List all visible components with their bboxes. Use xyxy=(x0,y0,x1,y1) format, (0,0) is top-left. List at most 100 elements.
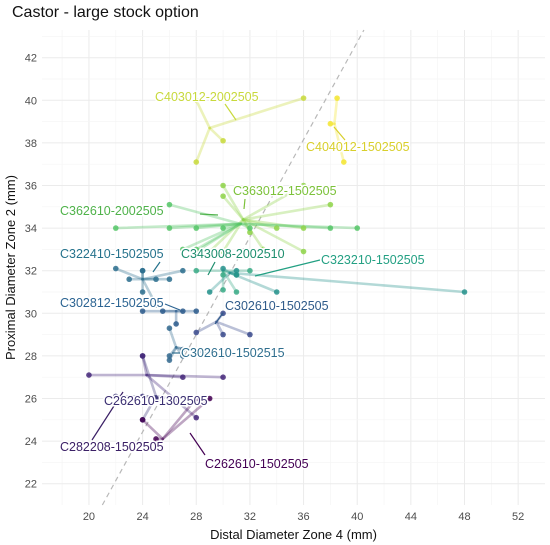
connector-line xyxy=(241,203,332,221)
data-point xyxy=(166,201,173,208)
connector-line xyxy=(161,397,211,441)
connector-line xyxy=(208,218,245,253)
data-point xyxy=(166,353,173,359)
data-point xyxy=(341,159,347,165)
y-tick-label: 28 xyxy=(25,351,37,363)
data-point xyxy=(220,193,226,199)
connector-line xyxy=(141,395,158,422)
data-point xyxy=(233,272,240,278)
connector-line xyxy=(208,96,305,130)
connector-line xyxy=(221,194,245,221)
label-leader xyxy=(214,312,224,325)
data-point xyxy=(139,289,146,295)
data-point xyxy=(461,289,468,295)
data-point xyxy=(300,248,307,255)
series-points xyxy=(139,308,200,327)
y-axis-title: Proximal Diameter Zone 2 (mm) xyxy=(3,175,18,360)
connector-line xyxy=(145,373,185,379)
data-point xyxy=(300,225,307,231)
label-leader xyxy=(199,213,219,216)
y-tick-label: 42 xyxy=(25,53,37,65)
y-tick-label: 40 xyxy=(25,95,37,107)
connector-line xyxy=(194,222,242,230)
data-point xyxy=(173,321,179,327)
series-label: C282208-1502505 xyxy=(60,440,164,454)
connector-line xyxy=(194,320,218,334)
series-label: C262610-1502505 xyxy=(205,457,309,471)
x-axis-title: Distal Diameter Zone 4 (mm) xyxy=(210,527,377,542)
y-tick-label: 36 xyxy=(25,180,37,192)
x-tick-label: 36 xyxy=(297,511,309,523)
connector-line xyxy=(181,222,242,251)
grid xyxy=(42,30,545,505)
series-label: C362610-2002505 xyxy=(60,204,164,218)
connector-line xyxy=(208,271,232,294)
reference-line xyxy=(101,29,365,506)
data-point xyxy=(193,225,200,231)
data-point xyxy=(220,137,226,144)
y-tick-label: 30 xyxy=(25,308,37,320)
data-point xyxy=(193,395,200,402)
data-point xyxy=(166,325,173,332)
label-leader xyxy=(243,198,246,210)
series-labels: C403012-2002505 C404012-1502505 C363012-15… xyxy=(59,89,427,473)
series-points xyxy=(206,265,468,295)
data-point xyxy=(220,374,226,380)
connector-line xyxy=(215,320,252,336)
data-point xyxy=(247,225,253,231)
series-label: C302610-1502515 xyxy=(181,346,285,360)
series-connectors xyxy=(208,184,332,253)
x-tick-label: 32 xyxy=(244,511,256,523)
connector-line xyxy=(221,222,242,230)
data-point xyxy=(220,248,226,255)
series-label: C302610-1502505 xyxy=(225,299,329,313)
data-point xyxy=(193,159,200,165)
data-point xyxy=(112,393,119,400)
connector-line xyxy=(141,354,148,377)
connector-line xyxy=(239,222,332,230)
series-label: C363012-1502505 xyxy=(233,184,337,198)
data-point xyxy=(327,120,334,127)
connector-line xyxy=(241,184,305,221)
data-point xyxy=(166,276,173,283)
data-point xyxy=(327,225,334,231)
connector-line xyxy=(221,218,245,253)
x-tick-labels: 20 24 28 32 36 40 44 48 52 xyxy=(83,511,524,523)
data-point xyxy=(159,308,166,314)
data-point xyxy=(220,225,226,231)
series-connectors xyxy=(114,203,359,253)
series-label: C262610-1302505 xyxy=(104,394,208,408)
label-leader xyxy=(189,432,206,456)
x-tick-label: 52 xyxy=(512,511,524,523)
x-tick-label: 40 xyxy=(351,511,363,523)
data-point xyxy=(139,267,146,274)
x-tick-label: 48 xyxy=(458,511,470,523)
x-tick-label: 28 xyxy=(190,511,202,523)
connector-line xyxy=(194,126,211,164)
data-point xyxy=(300,182,307,189)
connector-line xyxy=(194,222,242,253)
connector-line xyxy=(114,222,242,230)
data-point xyxy=(180,267,186,274)
y-tick-label: 34 xyxy=(25,223,37,235)
data-point xyxy=(153,276,159,283)
data-points xyxy=(86,95,468,442)
connector-line xyxy=(194,222,242,251)
data-point xyxy=(139,416,146,423)
connector-line xyxy=(221,184,245,221)
data-point xyxy=(220,353,226,359)
series-points xyxy=(166,325,226,363)
data-point xyxy=(112,225,119,231)
connector-line xyxy=(141,418,165,441)
data-point xyxy=(300,95,307,101)
data-point xyxy=(193,248,200,255)
identity-reference-line xyxy=(101,29,365,506)
data-point xyxy=(247,267,253,274)
data-point xyxy=(354,225,361,231)
series-points xyxy=(86,353,226,421)
data-point xyxy=(206,289,213,295)
series-label: C343008-2002510 xyxy=(181,247,285,261)
series-label: C302812-1502505 xyxy=(60,296,164,310)
x-tick-label: 44 xyxy=(405,511,417,523)
y-tick-label: 22 xyxy=(25,479,37,491)
